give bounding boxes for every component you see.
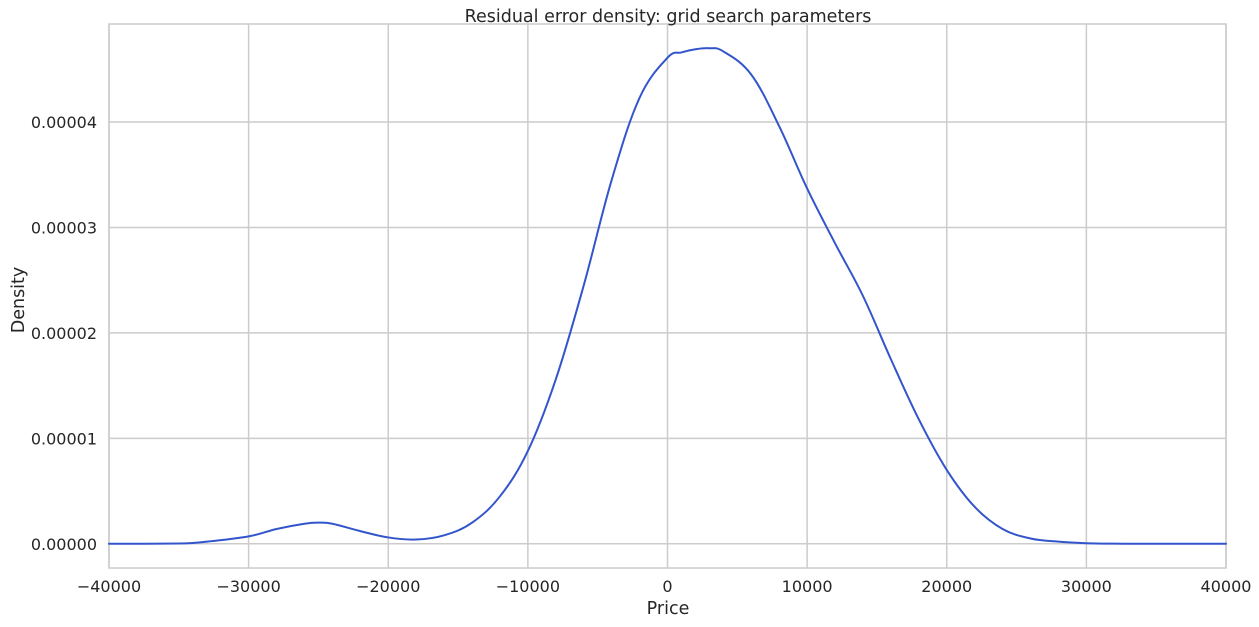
chart-title: Residual error density: grid search para… — [465, 7, 872, 27]
x-tick-label: 20000 — [921, 577, 972, 596]
density-curve — [108, 47, 1227, 545]
x-tick-label: 0 — [662, 577, 672, 596]
x-tick-label: 10000 — [782, 577, 833, 596]
x-tick-label: −30000 — [216, 577, 280, 596]
x-tick-labels: −40000 −30000 −20000 −10000 0 10000 20000 30000… — [77, 577, 1252, 596]
x-tick-label: −10000 — [496, 577, 560, 596]
x-tick-label: −20000 — [356, 577, 420, 596]
series-layer — [108, 47, 1227, 545]
x-tick-label: −40000 — [77, 577, 141, 596]
y-tick-label: 0.00004 — [31, 113, 97, 132]
y-tick-label: 0.00001 — [31, 429, 97, 448]
plot-frame — [108, 23, 1227, 569]
x-tick-label: 40000 — [1201, 577, 1252, 596]
y-tick-label: 0.00002 — [31, 324, 97, 343]
y-axis-label: Density — [9, 267, 29, 334]
x-axis-label: Price — [647, 599, 690, 619]
grid-lines — [108, 24, 1227, 568]
x-tick-label: 30000 — [1061, 577, 1112, 596]
y-tick-label: 0.00003 — [31, 218, 97, 237]
y-tick-labels: 0.00000 0.00001 0.00002 0.00003 0.00004 — [31, 113, 97, 554]
y-tick-label: 0.00000 — [31, 535, 97, 554]
